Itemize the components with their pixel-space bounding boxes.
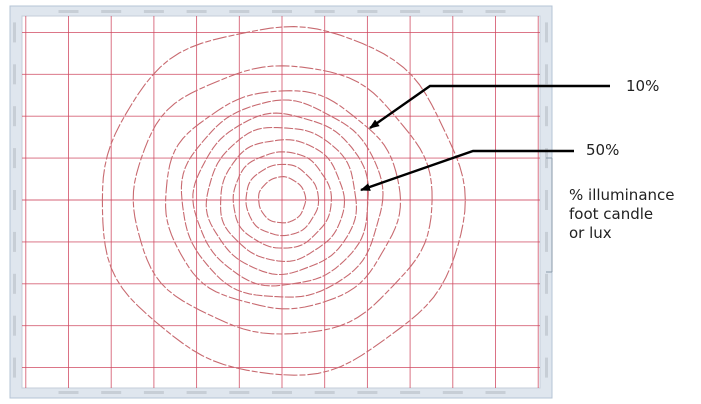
tick-stub-left-7	[13, 315, 16, 336]
tick-stub-bottom-5	[229, 391, 250, 394]
contour-8	[165, 90, 402, 310]
tick-stub-left-1	[13, 64, 16, 85]
tick-stub-right-2	[545, 106, 548, 127]
tick-stub-bottom-9	[400, 391, 421, 394]
tick-stub-top-2	[101, 10, 122, 13]
tick-stub-right-0	[545, 22, 548, 43]
contour-2	[245, 163, 320, 237]
tick-stub-left-5	[13, 231, 16, 252]
callout-arrow-10	[369, 84, 610, 129]
contour-5	[205, 126, 357, 276]
tick-stub-right-4	[545, 190, 548, 210]
tick-stub-bottom-3	[143, 391, 164, 394]
tick-stubs	[13, 10, 548, 394]
tick-stub-top-7	[314, 10, 335, 13]
callout-arrow-50	[360, 149, 574, 192]
tick-stub-top-5	[229, 10, 250, 13]
tick-stub-left-4	[13, 190, 16, 210]
side-scale-bracket	[546, 157, 553, 273]
tick-stub-top-9	[400, 10, 421, 13]
contour-group	[101, 26, 466, 376]
tick-stub-bottom-2	[101, 391, 122, 394]
legend-line-1: % illuminance	[569, 186, 675, 204]
tick-stub-top-11	[485, 10, 506, 13]
tick-stub-bottom-8	[357, 391, 378, 394]
tick-stub-left-0	[13, 22, 16, 43]
callout-label-50: 50%	[586, 141, 620, 159]
tick-stub-left-6	[13, 273, 16, 294]
tick-stub-left-3	[13, 148, 16, 169]
callout-label-10: 10%	[626, 77, 660, 95]
legend-line-2: foot candle	[569, 204, 654, 223]
tick-stub-right-7	[545, 315, 548, 336]
tick-stub-top-10	[442, 10, 463, 13]
tick-stub-top-3	[143, 10, 164, 13]
contour-6	[192, 112, 369, 287]
contour-10	[101, 26, 466, 376]
tick-stub-right-6	[545, 273, 548, 294]
tick-stub-left-8	[13, 357, 16, 378]
tick-stub-right-5	[545, 231, 548, 252]
contour-9	[132, 65, 433, 335]
tick-stub-top-4	[186, 10, 207, 13]
tick-stub-right-1	[545, 64, 548, 85]
tick-stub-bottom-10	[442, 391, 463, 394]
tick-stub-bottom-1	[58, 391, 79, 394]
plot-canvas	[21, 15, 541, 389]
tick-stub-top-6	[272, 10, 292, 13]
tick-stub-bottom-6	[272, 391, 292, 394]
tick-stub-bottom-7	[314, 391, 335, 394]
legend-text: % illuminance foot candle or lux	[569, 186, 675, 242]
contour-3	[232, 151, 332, 249]
tick-stub-bottom-11	[485, 391, 506, 394]
tick-stub-top-8	[357, 10, 378, 13]
contour-4	[220, 139, 346, 263]
legend-line-3: or lux	[569, 223, 612, 242]
tick-stub-left-2	[13, 106, 16, 127]
tick-stub-right-8	[545, 357, 548, 378]
tick-stub-bottom-4	[186, 391, 207, 394]
contour-1	[258, 176, 307, 224]
contour-7	[180, 99, 384, 298]
tick-stub-top-1	[58, 10, 79, 13]
